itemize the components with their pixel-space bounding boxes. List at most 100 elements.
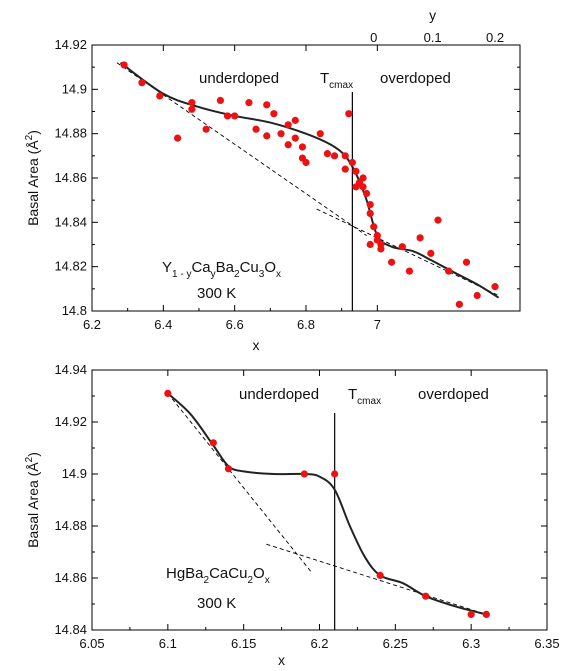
formula-element: Cu — [240, 259, 259, 276]
y-axis-label-text: Basal Area (Å — [25, 462, 41, 548]
y-tick-label: 14.94 — [54, 362, 87, 377]
y-tick-label: 14.86 — [54, 570, 87, 585]
formula-element: Y — [162, 259, 172, 276]
data-point — [300, 470, 308, 478]
data-point — [263, 132, 271, 140]
data-point — [277, 130, 285, 138]
data-point — [388, 258, 396, 266]
x-tick-label: 6.1 — [159, 636, 177, 651]
x-axis-label: x — [278, 652, 285, 668]
data-point — [188, 99, 196, 107]
formula-element: Ba — [216, 259, 235, 276]
tcmax-label-main: T — [348, 386, 357, 403]
dashed-guide-line — [316, 208, 499, 296]
x-tick-label: 6.2 — [310, 636, 328, 651]
overdoped-label: overdoped — [418, 386, 489, 403]
data-point — [330, 152, 339, 160]
data-point — [377, 245, 385, 253]
data-point — [491, 283, 499, 291]
data-point — [455, 300, 463, 308]
formula-subscript: x — [265, 575, 270, 586]
data-point — [405, 267, 414, 275]
formula-element: CaCu — [209, 565, 247, 582]
chart-hgba: 6.05 6.1 6.15 6.2 6.25 6.3 6.35 14.84 14.86 14.88… — [24, 362, 560, 668]
data-point — [223, 112, 232, 120]
tcmax-label-main: T — [320, 70, 329, 87]
formula-subscript: 1 - y — [172, 269, 191, 280]
temperature-label: 300 K — [197, 285, 236, 302]
data-point — [341, 165, 349, 173]
fit-curve — [167, 392, 487, 616]
y-axis-label: Basal Area (Å2) — [24, 452, 41, 548]
data-point — [416, 234, 424, 242]
y-axis-label-text: Basal Area (Å — [25, 140, 41, 226]
x-tick-label: 6.2 — [83, 317, 101, 332]
x-tick-label: 6.8 — [297, 317, 315, 332]
data-point — [202, 125, 210, 133]
data-point — [427, 249, 435, 257]
y-tick-label: 14.9 — [62, 81, 87, 96]
data-point — [245, 99, 253, 107]
plot-frame — [91, 369, 548, 631]
tcmax-label-sub: cmax — [357, 396, 381, 407]
data-point — [352, 167, 360, 175]
data-point — [156, 92, 164, 100]
tcmax-label-sub: cmax — [329, 80, 353, 91]
y-tick-label: 14.86 — [54, 170, 87, 185]
data-point — [422, 592, 430, 600]
temperature-label: 300 K — [197, 595, 236, 612]
x-tick-label: 6.25 — [383, 636, 408, 651]
data-point — [331, 470, 339, 478]
data-point — [164, 389, 172, 397]
y-axis-label-close: ) — [25, 130, 41, 135]
x-tick-label: 6.4 — [154, 317, 172, 332]
plot-frame — [91, 44, 521, 312]
data-point — [138, 79, 146, 87]
data-point — [366, 240, 374, 249]
y-axis-label-close: ) — [25, 452, 41, 457]
formula-label: Y1 - yCayBa2Cu3Ox — [162, 259, 281, 280]
x-tick-label: 6.15 — [231, 636, 256, 651]
x-tick-label: 6.05 — [79, 636, 104, 651]
data-point — [341, 152, 349, 160]
data-point — [174, 134, 182, 142]
formula-element: Ca — [191, 259, 211, 276]
data-point — [323, 150, 331, 158]
formula-label: HgBa2CaCu2Ox — [166, 565, 270, 586]
formula-subscript: x — [276, 269, 281, 280]
y-tick-label: 14.9 — [62, 466, 87, 481]
y-tick-label: 14.84 — [54, 622, 87, 637]
tcmax-label: Tcmax — [320, 70, 353, 91]
x-tick-label: 7 — [374, 317, 381, 332]
data-point — [316, 130, 324, 138]
y-tick-label: 14.92 — [54, 37, 87, 52]
x-tick-label: 6.6 — [226, 317, 244, 332]
data-point — [482, 610, 490, 619]
data-point — [370, 223, 378, 231]
data-point — [291, 116, 299, 124]
data-point — [284, 141, 292, 149]
formula-subscript: y — [211, 269, 216, 280]
y-axis-label-sup: 2 — [24, 456, 35, 462]
formula-subscript: 2 — [247, 575, 253, 586]
overdoped-label: overdoped — [380, 70, 451, 87]
underdoped-label: underdoped — [199, 70, 279, 87]
data-point — [359, 183, 367, 191]
formula-subscript: 2 — [234, 269, 240, 280]
data-point — [462, 258, 471, 266]
tcmax-label: Tcmax — [348, 386, 381, 407]
data-point — [398, 243, 406, 251]
data-point — [298, 143, 307, 151]
y-axis-label: Basal Area (Å2) — [24, 130, 41, 226]
data-point — [445, 267, 453, 275]
data-point — [473, 291, 481, 300]
chart-ybco: 6.2 6.4 6.6 6.8 7 14.8 14.82 14.84 14.86 14.88 14.… — [24, 7, 521, 353]
data-point — [263, 101, 271, 109]
formula-subscript: 3 — [259, 269, 265, 280]
formula-element: O — [264, 259, 276, 276]
formula-element: O — [253, 565, 265, 582]
data-point — [366, 209, 374, 218]
y-tick-label: 14.92 — [54, 414, 87, 429]
data-point — [434, 216, 442, 224]
